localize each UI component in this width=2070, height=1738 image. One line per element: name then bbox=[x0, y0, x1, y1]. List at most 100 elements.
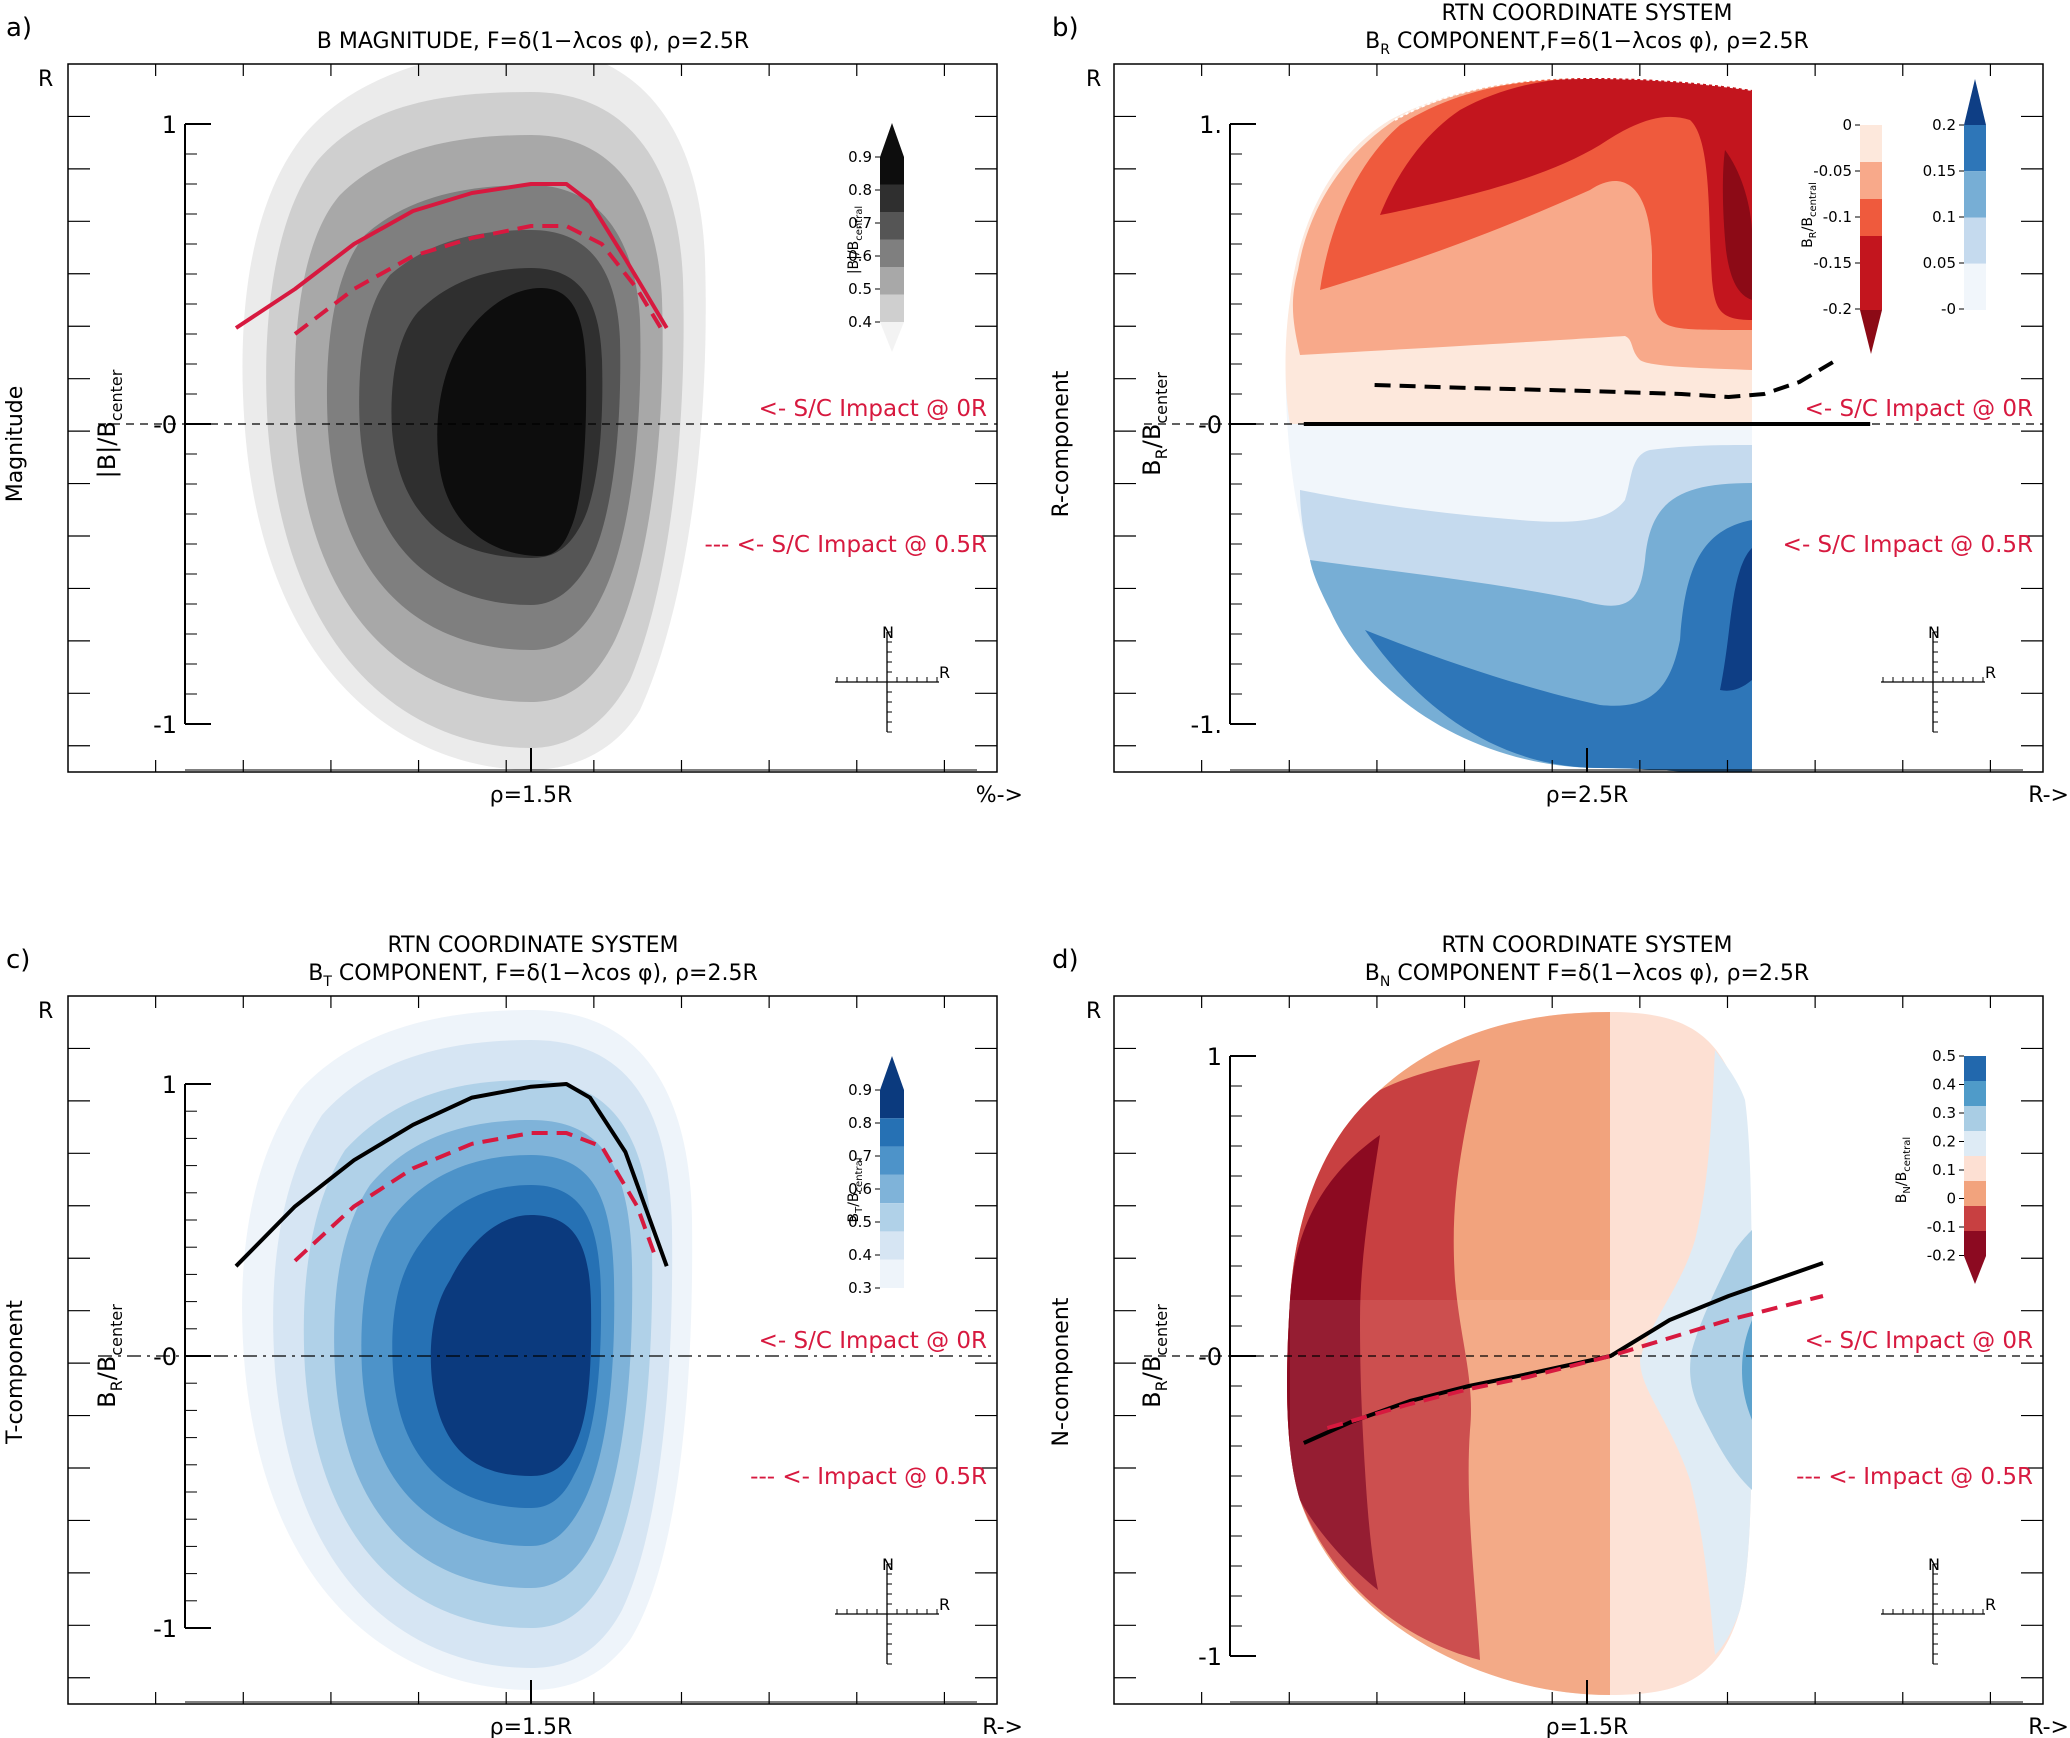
colorbar-tick-label: 0.1 bbox=[1932, 1161, 1956, 1179]
bn-edge-overlay-left bbox=[1290, 1300, 1752, 1695]
colorbar-tick-label: 0.8 bbox=[848, 1114, 872, 1132]
series-curve-dashed bbox=[293, 1131, 657, 1263]
series-curve-dashed bbox=[1374, 359, 1836, 399]
compass-north: N bbox=[882, 623, 894, 642]
colorbar-segment bbox=[880, 1118, 904, 1147]
chart-dynamic-layer: 1 -0 -1 |B|/Bcenter ρ=1.5R %-> <- S/C Impact @… bbox=[67, 63, 2069, 1738]
y-tick-label: -1 bbox=[1198, 1643, 1222, 1671]
colorbar-segment bbox=[1964, 1081, 1986, 1106]
colorbar-tick-label: 0.5 bbox=[848, 1213, 872, 1231]
panel-c-subtitle: BT COMPONENT, F=δ(1−λcos φ), ρ=2.5R bbox=[308, 961, 757, 990]
colorbar-segment bbox=[880, 239, 904, 267]
y-tick-label: -1 bbox=[153, 1615, 177, 1643]
br-neg-level-max bbox=[1722, 150, 1752, 300]
x-center-label: ρ=2.5R bbox=[1546, 783, 1629, 808]
colorbar-tick-label: 0.7 bbox=[848, 214, 872, 232]
colorbar-segment bbox=[1964, 171, 1986, 218]
colorbar-segment bbox=[1964, 1106, 1986, 1131]
colorbar-segment bbox=[880, 294, 904, 322]
colorbar-label: |B|/Bcentral bbox=[846, 206, 865, 274]
br-pos-level-0.15 bbox=[1365, 520, 1752, 772]
colorbar-segment bbox=[1964, 1131, 1986, 1156]
annotation-impact-0r: <- S/C Impact @ 0R bbox=[1805, 1328, 2033, 1354]
plot-frame bbox=[67, 995, 998, 1705]
y-tick-label: 1 bbox=[1207, 1043, 1222, 1071]
colorbar-a-extend-low bbox=[880, 322, 904, 352]
y-tick-label: -0 bbox=[1198, 1343, 1222, 1371]
colorbar-tick-label: 0.2 bbox=[1932, 116, 1956, 134]
colorbar-segment bbox=[1964, 1206, 1986, 1231]
annotation-impact-05r: --- <- Impact @ 0.5R bbox=[750, 1464, 987, 1490]
colorbar-extend-arrow bbox=[880, 1056, 904, 1090]
compass-east: R bbox=[1985, 663, 1996, 682]
contour-level-max bbox=[437, 288, 587, 556]
panel-b-title: RTN COORDINATE SYSTEM bbox=[1441, 1, 1732, 26]
panel-d: d) RTN COORDINATE SYSTEM BN COMPONENT F=… bbox=[1049, 933, 1809, 1695]
y-tick-label: 1. bbox=[1199, 111, 1222, 139]
compass: NR bbox=[835, 623, 950, 733]
plot-frame bbox=[67, 63, 998, 773]
panel-a-corner-label: R bbox=[38, 67, 53, 92]
colorbar-tick-label: 0.4 bbox=[848, 1246, 872, 1264]
y-axis-label: BR/Bcenter bbox=[93, 1304, 126, 1408]
annotation-impact-0r: <- S/C Impact @ 0R bbox=[1805, 396, 2033, 422]
compass-east: R bbox=[939, 663, 950, 682]
annotation-impact-0r: <- S/C Impact @ 0R bbox=[759, 396, 987, 422]
plot-frame bbox=[1113, 63, 2044, 773]
colorbar-tick-label: -0.1 bbox=[1823, 208, 1852, 226]
colorbar-tick-label: 0.9 bbox=[848, 148, 872, 166]
y-tick-label: 1 bbox=[162, 111, 177, 139]
colorbar-segment bbox=[880, 184, 904, 212]
colorbar-label: BN/Bcentral bbox=[1894, 1137, 1913, 1203]
bn-level-neg0.2 bbox=[1287, 1135, 1380, 1590]
colorbar-tick-label: 0.4 bbox=[1932, 1076, 1956, 1094]
colorbar-b-negative: 0 -0.05 -0.1 -0.15 -0.2 BR/Bcentral bbox=[1800, 116, 1882, 354]
panel-b-outer-ylabel: R-component bbox=[1049, 370, 1074, 517]
panel-b-subtitle: BR COMPONENT,F=δ(1−λcos φ), ρ=2.5R bbox=[1365, 29, 1809, 58]
y-tick-label: -1 bbox=[153, 711, 177, 739]
colorbar-segment bbox=[1964, 217, 1986, 264]
annotation-impact-05r: --- <- S/C Impact @ 0.5R bbox=[704, 532, 987, 558]
colorbar-segment bbox=[1964, 125, 1986, 172]
y-tick-label: -0 bbox=[153, 1343, 177, 1371]
compass-north: N bbox=[1928, 623, 1940, 642]
colorbar-tick-label: 0.15 bbox=[1923, 162, 1956, 180]
colorbar-tick-label: 0.6 bbox=[848, 247, 872, 265]
compass: NR bbox=[1881, 623, 1996, 733]
colorbar-segment bbox=[1964, 1231, 1986, 1256]
colorbar-segment bbox=[1964, 263, 1986, 310]
y-tick-label: -1. bbox=[1190, 711, 1222, 739]
panel-d-subtitle: BN COMPONENT F=δ(1−λcos φ), ρ=2.5R bbox=[1365, 961, 1809, 990]
series-curve-dashed bbox=[293, 224, 663, 336]
bt-contour-0.9 bbox=[430, 1215, 592, 1476]
panel-d-contours bbox=[1287, 1012, 1752, 1695]
colorbar-extend-arrow bbox=[880, 123, 904, 157]
colorbar-tick-label: 0.5 bbox=[1932, 1047, 1956, 1065]
colorbar-c: 0.9 0.8 0.7 0.6 0.5 0.4 0.3 BT/Bcentral bbox=[846, 1056, 904, 1297]
panel-d-letter: d) bbox=[1052, 945, 1079, 975]
colorbar-tick-label: 0.3 bbox=[848, 1279, 872, 1297]
x-center-label: ρ=1.5R bbox=[1546, 1715, 1629, 1738]
panel-1-axes: 1 -0 -1 |B|/Bcenter ρ=1.5R %-> <- S/C Impact @… bbox=[67, 63, 1023, 808]
series-curve-solid bbox=[234, 1082, 669, 1268]
compass: NR bbox=[835, 1555, 950, 1665]
colorbar-segment bbox=[880, 212, 904, 240]
colorbar-tick-label: 0.5 bbox=[848, 280, 872, 298]
colorbar-tick-label: 0.1 bbox=[1932, 208, 1956, 226]
y-tick-label: -0 bbox=[153, 411, 177, 439]
br-pos-level-0.10 bbox=[1310, 483, 1752, 772]
colorbar-segment bbox=[880, 157, 904, 185]
panel-c-title: RTN COORDINATE SYSTEM bbox=[387, 933, 678, 958]
colorbar-segment bbox=[1860, 273, 1882, 310]
plot-frame bbox=[1113, 995, 2044, 1705]
compass-east: R bbox=[939, 1595, 950, 1614]
y-axis-label: BR/Bcenter bbox=[1138, 372, 1171, 476]
y-tick-label: -0 bbox=[1198, 411, 1222, 439]
panel-c-corner-label: R bbox=[38, 999, 53, 1024]
panel-b-corner-label: R bbox=[1086, 67, 1101, 92]
colorbar-segment bbox=[880, 1203, 904, 1232]
colorbar-segment bbox=[880, 1231, 904, 1260]
y-tick-label: 1 bbox=[162, 1071, 177, 1099]
colorbar-tick-label: 0 bbox=[1842, 116, 1852, 134]
colorbar-segment bbox=[880, 267, 904, 295]
